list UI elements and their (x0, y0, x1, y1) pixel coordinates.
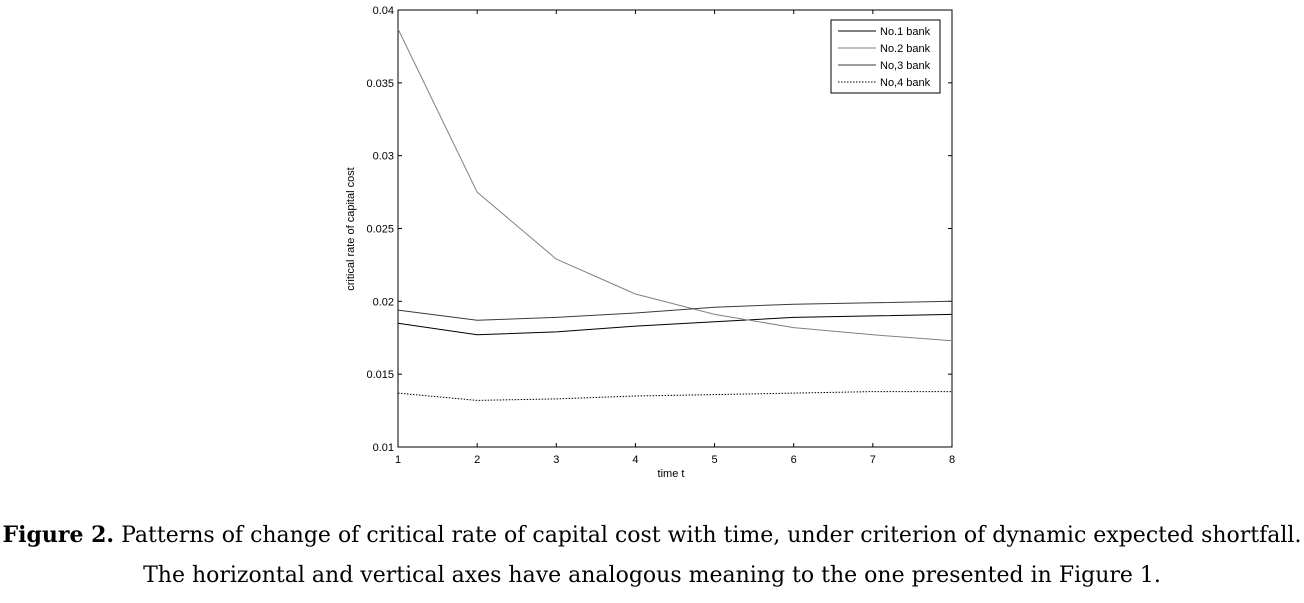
legend-label: No.1 bank (880, 26, 931, 38)
y-tick-label: 0.04 (373, 5, 394, 17)
y-axis-label: critical rate of capital cost (345, 167, 357, 291)
series-line (397, 300, 953, 321)
caption-figure-label: Figure 2. (2, 522, 115, 548)
y-tick-label: 0.015 (366, 369, 394, 381)
figure-caption: Figure 2. Patterns of change of critical… (0, 515, 1304, 596)
legend-label: No.2 bank (880, 43, 931, 55)
caption-line-1: Figure 2. Patterns of change of critical… (0, 515, 1304, 556)
series-line (397, 313, 953, 336)
y-tick-label: 0.03 (373, 151, 394, 163)
series-line (397, 391, 952, 401)
line-chart: 1 2 3 4 5 6 7 8 0.01 0.015 0.02 0.025 0.03 0.035 0.04… (345, 5, 955, 480)
x-tick-label: 2 (474, 454, 480, 466)
legend-label: No,3 bank (880, 60, 931, 72)
y-tick-label: 0.025 (366, 224, 394, 236)
x-axis-ticks: 1 2 3 4 5 6 7 8 (395, 10, 955, 466)
x-tick-label: 3 (553, 454, 559, 466)
legend: No.1 bank No.2 bank No,3 bank No,4 bank (830, 19, 941, 94)
y-tick-label: 0.035 (366, 78, 394, 90)
x-tick-label: 7 (870, 454, 876, 466)
x-axis-label: time t (658, 468, 685, 480)
x-tick-label: 1 (395, 454, 401, 466)
legend-box (830, 19, 941, 94)
series-lines (397, 28, 953, 401)
caption-line-2: The horizontal and vertical axes have an… (143, 563, 1161, 588)
y-tick-label: 0.02 (373, 296, 394, 308)
x-tick-label: 6 (791, 454, 797, 466)
y-tick-label: 0.01 (373, 442, 394, 454)
x-tick-label: 5 (712, 454, 718, 466)
x-tick-label: 4 (632, 454, 638, 466)
x-tick-label: 8 (949, 454, 955, 466)
caption-text-1: Patterns of change of critical rate of c… (114, 523, 1302, 548)
y-axis-ticks: 0.01 0.015 0.02 0.025 0.03 0.035 0.04 (366, 5, 952, 454)
legend-label: No,4 bank (880, 77, 931, 89)
series-line (397, 28, 953, 342)
